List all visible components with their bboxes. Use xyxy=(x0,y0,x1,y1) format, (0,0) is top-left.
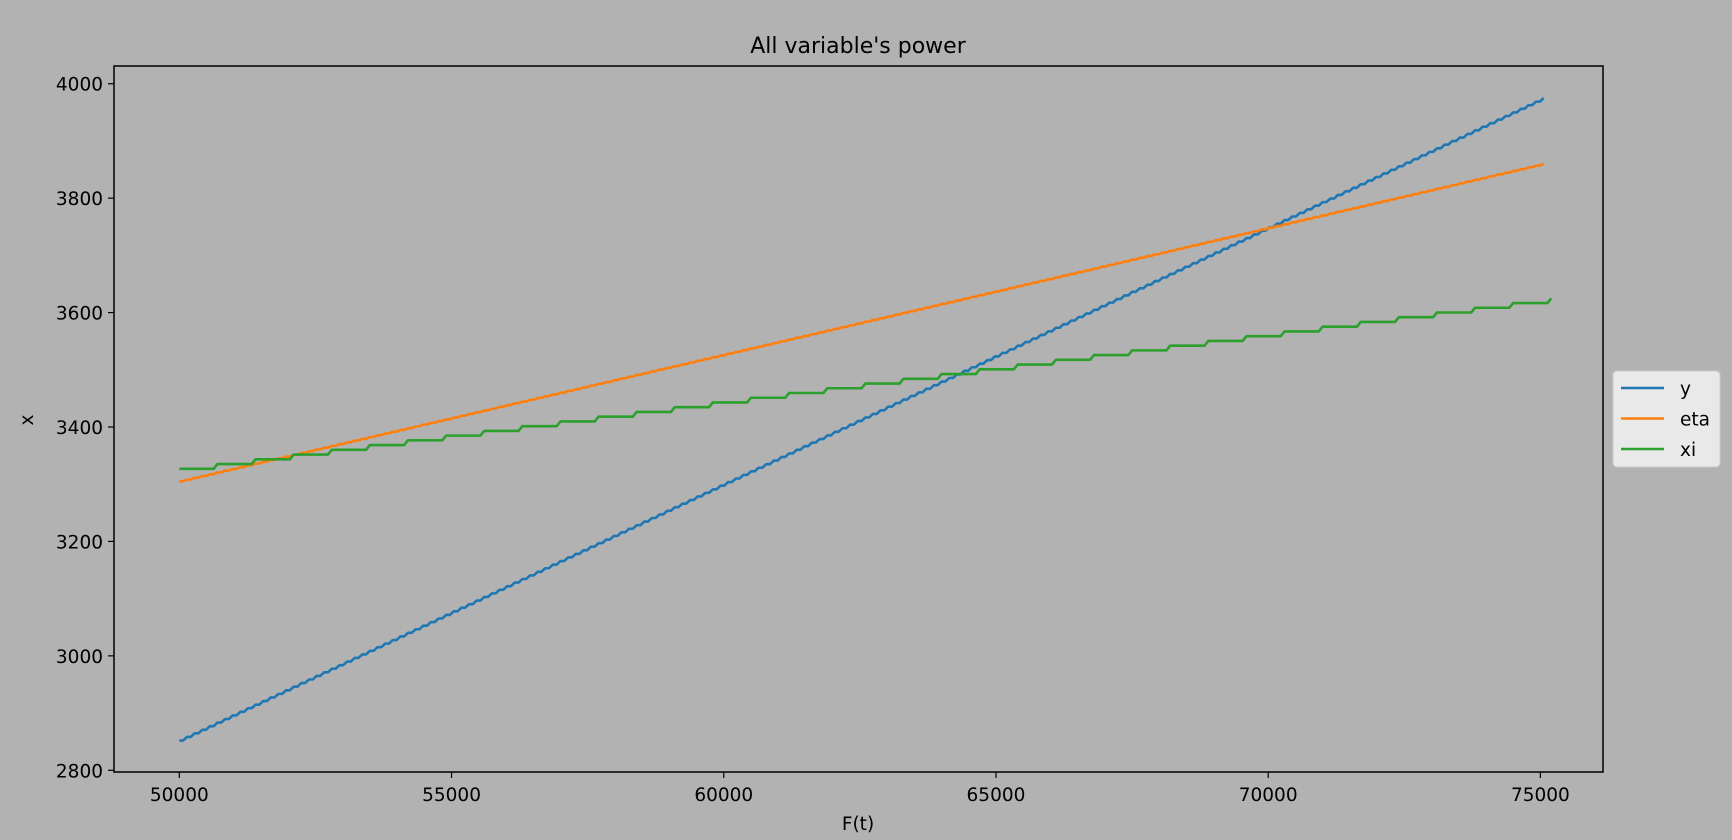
x-tick-label: 50000 xyxy=(150,785,209,806)
x-tick-label: 65000 xyxy=(967,785,1026,806)
x-tick-label: 60000 xyxy=(694,785,753,806)
y-tick-label: 3600 xyxy=(56,304,103,325)
y-tick-label: 2800 xyxy=(56,761,103,782)
y-axis-ticks: 2800 3000 3200 3400 3600 3800 4000 xyxy=(56,75,114,782)
chart-title: All variable's power xyxy=(750,34,966,59)
y-tick-label: 3000 xyxy=(56,647,103,668)
y-tick-label: 3200 xyxy=(56,532,103,553)
plot-area xyxy=(113,65,1604,773)
series-group xyxy=(179,97,1553,742)
y-tick-label: 4000 xyxy=(56,75,103,96)
x-axis-label: F(t) xyxy=(842,814,874,835)
x-axis-ticks: 50000 55000 60000 65000 70000 75000 xyxy=(150,772,1570,806)
x-tick-label: 55000 xyxy=(422,785,481,806)
legend-label-xi: xi xyxy=(1680,440,1696,461)
series-line-xi xyxy=(179,297,1553,471)
series-line-eta xyxy=(179,162,1545,483)
x-tick-label: 75000 xyxy=(1511,785,1570,806)
legend-label-y: y xyxy=(1680,379,1691,400)
legend: y eta xi xyxy=(1612,370,1721,468)
x-tick-label: 70000 xyxy=(1239,785,1298,806)
series-line-y xyxy=(179,97,1545,742)
legend-box xyxy=(1612,370,1721,468)
y-axis-label: x xyxy=(17,414,38,425)
y-tick-label: 3400 xyxy=(56,418,103,439)
y-tick-label: 3800 xyxy=(56,189,103,210)
legend-label-eta: eta xyxy=(1680,410,1710,431)
